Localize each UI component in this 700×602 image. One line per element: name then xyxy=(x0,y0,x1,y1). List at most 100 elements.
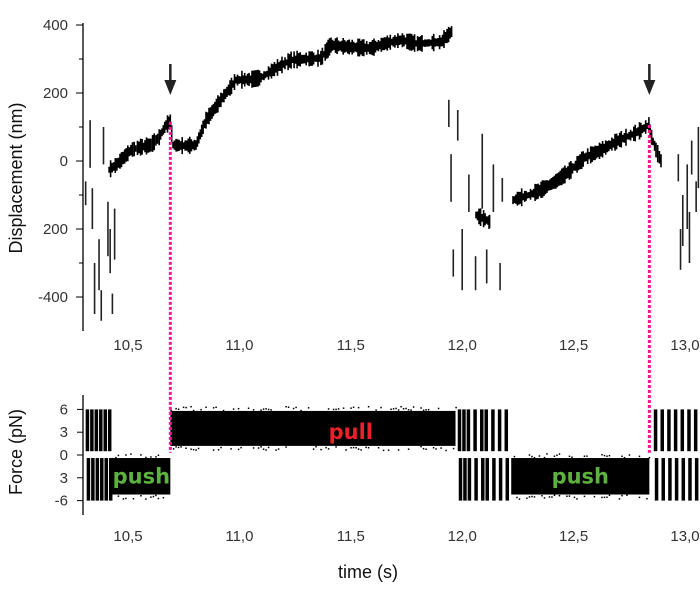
force-noise-dot xyxy=(182,406,185,409)
force-noise-dot xyxy=(217,449,220,451)
force-noise-dot xyxy=(425,409,427,411)
force-noise-dot xyxy=(337,408,340,410)
force-noise-dot xyxy=(270,409,272,411)
force-switch-bar xyxy=(104,458,108,501)
force-noise-dot xyxy=(117,454,120,457)
force-noise-dot xyxy=(325,446,327,449)
x-tick-label: 11,5 xyxy=(337,337,365,354)
y-tick-label: -400 xyxy=(38,289,68,306)
force-switch-bar xyxy=(688,458,692,501)
force-noise-dot xyxy=(115,456,117,459)
force-switch-bar xyxy=(653,409,658,452)
force-switch-bar xyxy=(458,458,463,501)
force-noise-dot xyxy=(185,447,187,449)
force-noise-dot xyxy=(342,407,345,409)
force-annotation: push xyxy=(113,464,170,488)
force-noise-dot xyxy=(601,453,603,456)
force-noise-dot xyxy=(377,447,380,449)
force-noise-dot xyxy=(335,446,337,448)
force-noise-dot xyxy=(265,408,267,410)
y-tick-label: 0 xyxy=(60,447,68,464)
force-noise-dot xyxy=(397,409,400,411)
force-noise-dot xyxy=(192,448,195,451)
y-axis-label-displacement: Displacement (nm) xyxy=(6,102,26,253)
force-noise-dot xyxy=(531,495,533,498)
force-switch-bar xyxy=(474,458,478,501)
force-noise-dot xyxy=(412,406,415,408)
force-switch-bar xyxy=(95,458,100,501)
force-noise-dot xyxy=(230,448,232,450)
force-noise-dot xyxy=(558,453,561,455)
displacement-trace xyxy=(512,117,662,207)
force-noise-dot xyxy=(190,405,192,408)
force-noise-dot xyxy=(175,446,177,448)
force-switch-bar xyxy=(654,458,659,501)
force-noise-dot xyxy=(287,406,290,408)
force-noise-dot xyxy=(405,407,407,410)
force-noise-dot xyxy=(543,456,546,459)
force-noise-dot xyxy=(606,455,608,457)
force-switch-bar xyxy=(681,458,686,501)
force-noise-dot xyxy=(197,447,200,450)
force-noise-dot xyxy=(402,408,405,410)
force-noise-dot xyxy=(215,406,217,409)
force-noise-dot xyxy=(355,446,357,449)
force-switch-bar xyxy=(466,409,471,452)
force-noise-dot xyxy=(566,495,568,497)
force-noise-dot xyxy=(155,456,157,458)
force-annotation: pull xyxy=(329,420,373,444)
force-noise-dot xyxy=(357,448,360,450)
force-switch-bar xyxy=(668,458,672,501)
force-noise-dot xyxy=(300,409,302,412)
force-switch-bar xyxy=(480,409,484,452)
force-noise-dot xyxy=(380,406,382,409)
force-switch-bar xyxy=(481,458,485,501)
y-tick-label: 200 xyxy=(43,221,68,238)
force-noise-dot xyxy=(407,448,410,450)
force-switch-bar xyxy=(473,409,477,452)
force-noise-dot xyxy=(262,408,265,410)
force-noise-dot xyxy=(125,454,127,456)
force-noise-dot xyxy=(516,496,518,499)
force-noise-dot xyxy=(392,408,395,410)
force-noise-dot xyxy=(455,406,457,409)
force-noise-dot xyxy=(646,497,648,500)
force-noise-dot xyxy=(252,447,255,449)
force-noise-dot xyxy=(315,445,317,448)
force-noise-dot xyxy=(533,456,536,459)
force-noise-dot xyxy=(312,448,315,450)
force-switch-bar xyxy=(457,409,462,452)
force-noise-dot xyxy=(513,455,516,458)
force-noise-dot xyxy=(553,455,556,457)
force-noise-dot xyxy=(177,408,180,411)
force-noise-dot xyxy=(152,495,155,498)
force-noise-dot xyxy=(265,449,267,451)
force-noise-dot xyxy=(157,454,160,457)
force-noise-dot xyxy=(538,455,541,457)
y-tick-label: 0 xyxy=(60,153,68,170)
force-noise-dot xyxy=(603,496,606,499)
force-noise-dot xyxy=(437,407,440,410)
force-noise-dot xyxy=(583,495,586,498)
force-switch-bar xyxy=(673,409,678,452)
force-band xyxy=(511,458,650,495)
displacement-panel: 400 200 0 200 -400 10,5 11,0 11,5 12,0 12,5 13,0 xyxy=(38,17,700,354)
force-noise-dot xyxy=(367,405,370,408)
force-noise-dot xyxy=(140,495,142,497)
force-switch-bar xyxy=(687,409,691,452)
force-switch-bar xyxy=(504,409,509,452)
force-noise-dot xyxy=(157,497,160,500)
force-noise-dot xyxy=(571,456,573,458)
force-noise-dot xyxy=(352,406,355,409)
force-noise-dot xyxy=(427,408,430,411)
force-noise-dot xyxy=(175,407,177,410)
y-axis-label-force: Force (pN) xyxy=(6,409,26,495)
force-noise-dot xyxy=(568,495,571,497)
force-switch-bar xyxy=(680,409,685,452)
force-noise-dot xyxy=(445,449,447,452)
force-switch-bar xyxy=(498,458,503,501)
force-noise-dot xyxy=(145,498,147,500)
force-noise-dot xyxy=(422,447,425,450)
force-switch-bar xyxy=(693,409,698,452)
